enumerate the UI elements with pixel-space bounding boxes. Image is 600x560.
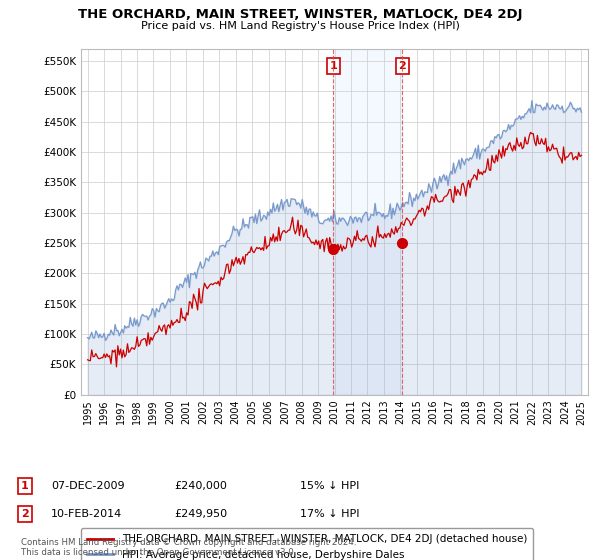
Text: 07-DEC-2009: 07-DEC-2009 [51,481,125,491]
Bar [333,49,403,395]
Text: 1: 1 [21,481,29,491]
Text: 10-FEB-2014: 10-FEB-2014 [51,509,122,519]
Text: Contains HM Land Registry data © Crown copyright and database right 2024.
This d: Contains HM Land Registry data © Crown c… [21,538,356,557]
Text: 1: 1 [329,61,337,71]
Text: £240,000: £240,000 [174,481,227,491]
Text: 2: 2 [398,61,406,71]
Text: 2: 2 [21,509,29,519]
Text: THE ORCHARD, MAIN STREET, WINSTER, MATLOCK, DE4 2DJ: THE ORCHARD, MAIN STREET, WINSTER, MATLO… [78,8,522,21]
Legend: THE ORCHARD, MAIN STREET, WINSTER, MATLOCK, DE4 2DJ (detached house), HPI: Avera: THE ORCHARD, MAIN STREET, WINSTER, MATLO… [81,528,533,560]
Text: Price paid vs. HM Land Registry's House Price Index (HPI): Price paid vs. HM Land Registry's House … [140,21,460,31]
Text: 15% ↓ HPI: 15% ↓ HPI [300,481,359,491]
Text: £249,950: £249,950 [174,509,227,519]
Text: 17% ↓ HPI: 17% ↓ HPI [300,509,359,519]
